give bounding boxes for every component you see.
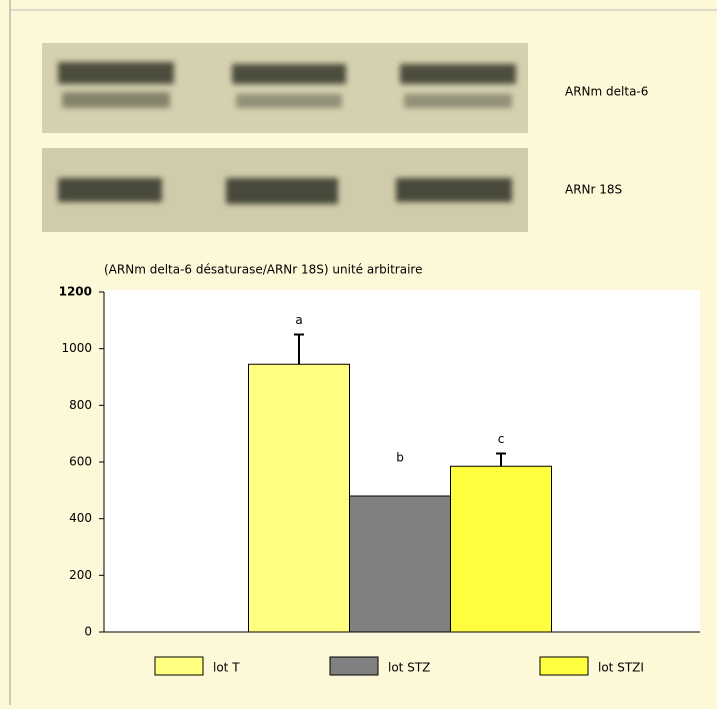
blot-label: ARNr 18S xyxy=(565,183,622,197)
legend-label: lot STZI xyxy=(598,661,644,675)
y-tick-label: 200 xyxy=(69,568,92,582)
y-axis-title: (ARNm delta-6 désaturase/ARNr 18S) unité… xyxy=(104,263,422,277)
legend-label: lot T xyxy=(213,661,240,675)
bar xyxy=(249,364,350,632)
legend-label: lot STZ xyxy=(388,661,430,675)
legend-swatch xyxy=(330,657,378,675)
legend-swatch xyxy=(540,657,588,675)
y-tick-label: 1200 xyxy=(59,285,92,299)
blot-bottom xyxy=(42,148,528,232)
y-tick-label: 1000 xyxy=(61,341,92,355)
bar-annotation: b xyxy=(396,451,404,465)
y-tick-label: 0 xyxy=(84,625,92,639)
legend-swatch xyxy=(155,657,203,675)
y-tick-label: 400 xyxy=(69,511,92,525)
y-tick-label: 800 xyxy=(69,398,92,412)
bar xyxy=(350,496,451,632)
figure: ARNm delta-6 ARNr 18S (ARNm delta-6 désa… xyxy=(0,0,717,705)
y-tick-label: 600 xyxy=(69,455,92,469)
blot-top xyxy=(42,43,528,133)
bar-annotation: a xyxy=(295,313,302,327)
blot-label: ARNm delta-6 xyxy=(565,85,648,99)
bar xyxy=(451,466,552,632)
bar-annotation: c xyxy=(498,432,505,446)
